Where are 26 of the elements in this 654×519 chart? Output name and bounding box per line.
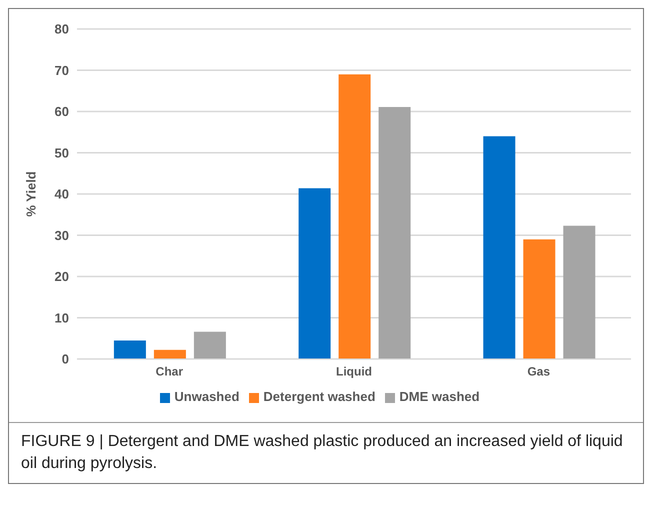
legend-label: Detergent washed [263, 389, 376, 404]
y-tick-label: 60 [54, 104, 69, 120]
bar [523, 239, 556, 359]
y-tick-label: 0 [62, 352, 69, 367]
legend-label: Unwashed [174, 389, 240, 404]
y-axis-title: % Yield [24, 171, 39, 217]
y-tick-label: 80 [54, 22, 69, 37]
bar [563, 226, 596, 359]
x-tick-label: Gas [527, 364, 550, 379]
y-tick-label: 10 [54, 310, 69, 326]
y-tick-label: 30 [54, 228, 69, 243]
y-tick-label: 70 [54, 62, 69, 78]
bar [298, 188, 331, 359]
x-tick-label: Liquid [336, 364, 372, 379]
y-tick-label: 20 [54, 269, 69, 284]
x-tick-label: Char [156, 364, 184, 379]
y-tick-label: 40 [54, 186, 69, 202]
bar [194, 332, 226, 359]
y-tick-label: 50 [54, 145, 69, 160]
bar [338, 74, 371, 359]
bar [154, 350, 186, 359]
bar [114, 340, 146, 359]
bar [483, 136, 516, 359]
legend-label: DME washed [399, 389, 480, 404]
caption: FIGURE 9 | Detergent and DME washed plastic produced an increased yield of liquid oil during pyrolysis. [21, 432, 624, 474]
bar [378, 106, 411, 359]
